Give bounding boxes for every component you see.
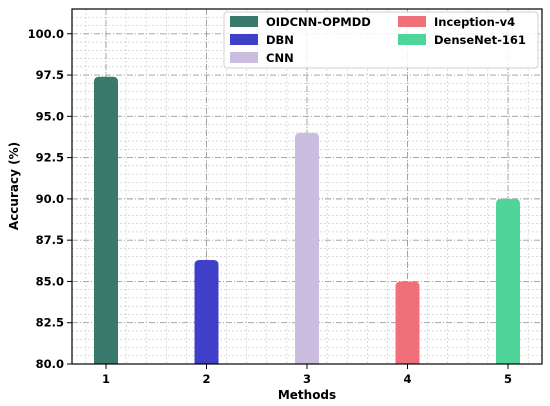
- bar-dbn: [194, 259, 219, 364]
- y-tick-label: 80.0: [36, 357, 64, 371]
- legend-swatch: [230, 16, 258, 27]
- y-tick-label: 95.0: [36, 109, 64, 123]
- legend-label: OIDCNN-OPMDD: [266, 15, 371, 29]
- legend-label: DBN: [266, 33, 294, 47]
- legend-box: [223, 11, 539, 69]
- x-axis-label: Methods: [278, 388, 336, 402]
- legend-swatch: [230, 34, 258, 45]
- legend-swatch: [230, 52, 258, 63]
- y-axis-label: Accuracy (%): [7, 142, 21, 230]
- legend: OIDCNN-OPMDD DBN CNN Inception-v4 DenseNet-1…: [223, 11, 539, 69]
- legend-label: DenseNet-161: [434, 33, 526, 47]
- y-tick-label: 87.5: [36, 233, 64, 247]
- y-tick-label: 90.0: [36, 192, 64, 206]
- x-axis-ticks: 1 2 3 4 5: [102, 364, 512, 386]
- x-tick-label: 2: [202, 372, 210, 386]
- bars: [94, 76, 520, 364]
- legend-swatch: [398, 16, 426, 27]
- y-tick-label: 82.5: [36, 316, 64, 330]
- x-tick-label: 4: [403, 372, 411, 386]
- x-tick-label: 1: [102, 372, 110, 386]
- x-tick-label: 3: [303, 372, 311, 386]
- x-tick-label: 5: [504, 372, 512, 386]
- y-tick-label: 97.5: [36, 68, 64, 82]
- legend-swatch: [398, 34, 426, 45]
- bar-cnn: [295, 132, 319, 364]
- bar-oidcnn-opmdd: [94, 76, 118, 364]
- y-tick-label: 85.0: [36, 274, 64, 288]
- y-axis-ticks: 80.0 82.5 85.0 87.5 90.0 92.5 95.0 97.5 100.0: [28, 27, 72, 371]
- bar-densenet-161: [496, 198, 520, 364]
- bar-inception-v4: [395, 281, 420, 364]
- y-tick-label: 92.5: [36, 151, 64, 165]
- legend-label: CNN: [266, 51, 294, 65]
- y-tick-label: 100.0: [28, 27, 64, 41]
- legend-label: Inception-v4: [434, 15, 515, 29]
